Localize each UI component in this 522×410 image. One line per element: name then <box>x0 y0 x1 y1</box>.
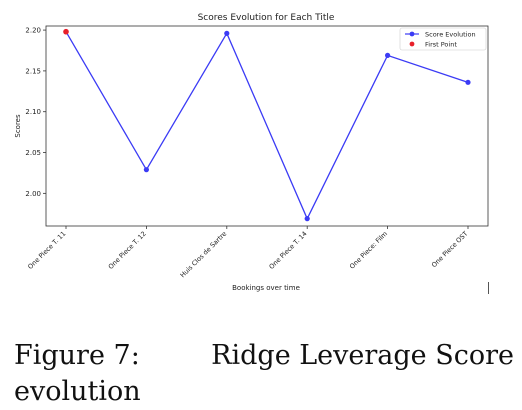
x-axis-label: Bookings over time <box>232 284 300 292</box>
legend-series-label: Score Evolution <box>425 31 476 39</box>
series-line <box>65 31 469 221</box>
plot-frame <box>45 25 489 227</box>
caption-label: Figure 7: <box>14 340 140 371</box>
x-tick-label: One Piece T. 12 <box>107 230 148 271</box>
x-tick-label: One Piece T. 11 <box>26 230 67 271</box>
y-tick-label: 2.10 <box>25 108 41 116</box>
x-tick-label: One Piece: Film <box>348 230 389 271</box>
y-axis: 2.00 2.05 2.10 2.15 2.20 <box>25 27 46 198</box>
data-point <box>143 167 149 173</box>
caption-text-line-1: Ridge Leverage Score <box>211 340 514 371</box>
data-point <box>224 30 230 36</box>
y-tick-label: 2.20 <box>25 27 41 35</box>
y-tick-label: 2.00 <box>25 190 41 198</box>
data-point <box>304 216 310 222</box>
data-point <box>385 52 391 58</box>
caption-text-line-2: evolution <box>14 376 141 407</box>
caption-line-1: Figure 7: Ridge Leverage Score <box>14 338 514 374</box>
x-tick-label: One Piece OST <box>430 230 469 269</box>
y-tick-label: 2.15 <box>25 67 41 75</box>
first-point-marker <box>63 28 69 35</box>
chart-title: Scores Evolution for Each Title <box>198 13 335 23</box>
legend-first-point-dot <box>409 41 415 47</box>
legend: Score Evolution First Point <box>399 27 487 51</box>
data-point <box>465 79 471 85</box>
legend-series-dot <box>409 31 415 37</box>
x-tick-label: Huis Clos de Sartre <box>179 230 229 280</box>
legend-box <box>399 27 487 51</box>
stray-tick-mark <box>488 282 489 294</box>
x-tick-label: One Piece T. 14 <box>268 230 309 271</box>
x-axis: One Piece T. 11 One Piece T. 12 Huis Clos … <box>26 226 469 279</box>
line-chart: Scores Evolution for Each Title 2.00 2.05… <box>14 13 489 292</box>
series-score-evolution <box>63 28 471 222</box>
y-axis-label: Scores <box>14 114 22 138</box>
legend-first-point-label: First Point <box>425 41 457 49</box>
figure-caption: Figure 7: Ridge Leverage Score evolution <box>14 338 514 410</box>
y-tick-label: 2.05 <box>25 149 41 157</box>
